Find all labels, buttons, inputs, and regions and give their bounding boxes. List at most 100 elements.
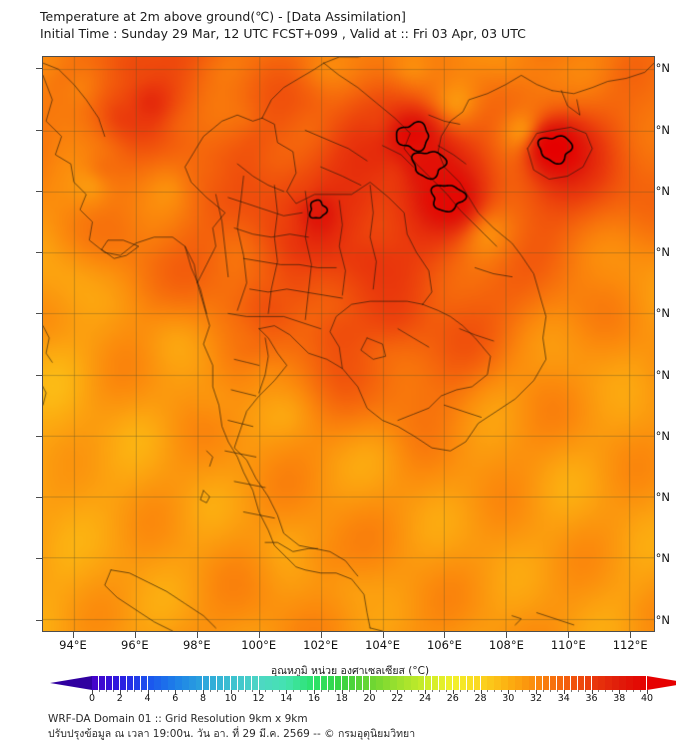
colorbar-segment: [203, 676, 210, 690]
colorbar-segment: [556, 676, 564, 690]
colorbar-segment: [425, 676, 432, 690]
colorbar-minor-tick: [494, 690, 496, 692]
x-tick-mark: [568, 632, 570, 638]
colorbar-segment: [633, 676, 640, 690]
colorbar-segment: [508, 676, 515, 690]
footer-model-info: WRF-DA Domain 01 :: Grid Resolution 9km …: [48, 713, 308, 725]
colorbar: อุณหภูมิ หน่วย องศาเซลเซียส (°C) 0 2 4 6 8 10…: [40, 662, 676, 708]
colorbar-segment: [92, 676, 99, 690]
colorbar-minor-tick: [272, 690, 274, 692]
colorbar-minor-tick: [418, 690, 420, 692]
colorbar-segment: [466, 676, 473, 690]
colorbar-tick-label: 12: [252, 693, 265, 704]
colorbar-segment: [327, 676, 335, 690]
page-title: Temperature at 2m above ground(℃) - [Dat…: [40, 9, 406, 24]
colorbar-minor-tick: [633, 690, 635, 692]
colorbar-segment: [230, 676, 238, 690]
x-tick-label: 98°E: [182, 638, 211, 652]
colorbar-segment: [196, 676, 203, 690]
colorbar-segment: [133, 676, 140, 690]
colorbar-minor-tick: [265, 690, 267, 692]
colorbar-segment: [140, 676, 147, 690]
colorbar-minor-tick: [244, 690, 246, 692]
colorbar-minor-tick: [473, 690, 475, 692]
colorbar-minor-tick: [140, 690, 142, 692]
colorbar-segment: [501, 676, 508, 690]
footer-update-info: ปรับปรุงข้อมูล ณ เวลา 19:00น. วัน อา. ที…: [48, 728, 416, 740]
x-tick-label: 108°E: [488, 638, 524, 652]
colorbar-minor-tick: [355, 690, 357, 692]
colorbar-minor-tick: [438, 690, 440, 692]
colorbar-segment: [591, 676, 598, 690]
x-tick-label: 106°E: [426, 638, 462, 652]
colorbar-segment: [383, 676, 390, 690]
colorbar-segment: [341, 676, 349, 690]
x-tick-mark: [72, 632, 74, 638]
colorbar-minor-tick: [549, 690, 551, 692]
colorbar-segment: [286, 676, 293, 690]
colorbar-minor-tick: [598, 690, 600, 692]
colorbar-minor-tick: [466, 690, 468, 692]
colorbar-tick-label: 24: [418, 693, 432, 704]
x-tick-label: 110°E: [550, 638, 586, 652]
colorbar-segment: [112, 676, 120, 690]
colorbar-tick: [508, 690, 510, 694]
footer-block: WRF-DA Domain 01 :: Grid Resolution 9km …: [48, 712, 648, 742]
colorbar-segment: [626, 676, 633, 690]
colorbar-segment: [487, 676, 494, 690]
colorbar-minor-tick: [529, 690, 531, 692]
colorbar-minor-tick: [577, 690, 579, 692]
colorbar-segment: [522, 676, 529, 690]
colorbar-tick-label: 14: [280, 693, 293, 704]
y-tick-mark: [36, 129, 42, 131]
colorbar-segment: [640, 676, 647, 690]
colorbar-segment: [168, 676, 175, 690]
y-tick-mark: [36, 313, 42, 315]
colorbar-minor-tick: [570, 690, 572, 692]
colorbar-tick-label: 6: [172, 693, 179, 704]
colorbar-segment: [612, 676, 619, 690]
colorbar-tick-label: 16: [307, 693, 321, 704]
x-tick-label: 96°E: [121, 638, 149, 652]
colorbar-tick: [480, 690, 482, 694]
colorbar-tick: [619, 690, 621, 694]
colorbar-segment: [119, 676, 127, 690]
colorbar-segment: [452, 676, 460, 690]
colorbar-minor-tick: [584, 690, 586, 692]
temperature-map-plot[interactable]: [42, 56, 655, 632]
colorbar-minor-tick: [293, 690, 295, 692]
colorbar-segment: [480, 676, 487, 690]
colorbar-segment: [431, 676, 439, 690]
colorbar-segment: [376, 676, 383, 690]
colorbar-segment: [459, 676, 467, 690]
colorbar-segment: [265, 676, 272, 690]
colorbar-segment: [182, 676, 189, 690]
colorbar-segment: [404, 676, 411, 690]
x-tick-mark: [196, 632, 198, 638]
colorbar-tick: [258, 690, 260, 694]
colorbar-minor-tick: [522, 690, 524, 692]
colorbar-minor-tick: [390, 690, 392, 692]
colorbar-tick: [119, 690, 121, 694]
colorbar-segment: [175, 676, 182, 690]
colorbar-segment: [98, 676, 106, 690]
colorbar-gradient-strip[interactable]: [92, 676, 647, 690]
x-tick-label: 94°E: [59, 638, 87, 652]
y-tick-mark: [36, 558, 42, 560]
colorbar-segment: [390, 676, 397, 690]
x-tick-label: 102°E: [303, 638, 339, 652]
x-tick-label: 100°E: [241, 638, 277, 652]
colorbar-minor-tick: [626, 690, 628, 692]
colorbar-segment: [223, 676, 231, 690]
colorbar-tick-label: 2: [116, 693, 123, 704]
colorbar-segment: [549, 676, 557, 690]
colorbar-segment: [411, 676, 418, 690]
colorbar-tick-label: 38: [613, 693, 626, 704]
colorbar-minor-tick: [376, 690, 378, 692]
colorbar-minor-tick: [300, 690, 302, 692]
colorbar-minor-tick: [383, 690, 385, 692]
colorbar-minor-tick: [223, 690, 225, 692]
colorbar-tick: [341, 690, 343, 694]
temperature-heatmap-canvas[interactable]: [43, 57, 654, 631]
colorbar-segment: [355, 676, 362, 690]
